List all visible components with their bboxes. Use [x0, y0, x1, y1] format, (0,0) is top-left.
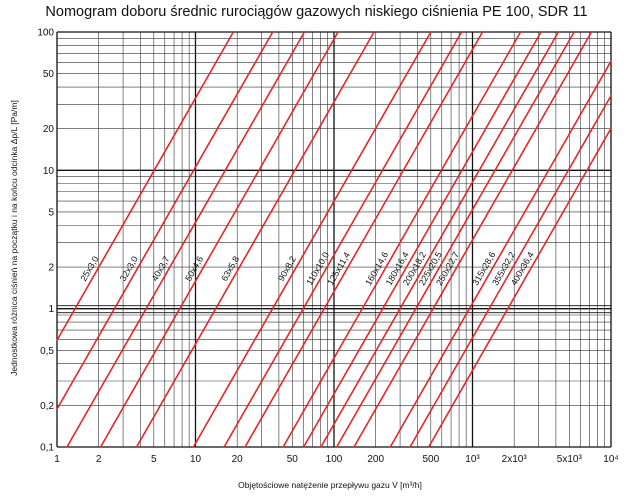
x-axis-ticks: 1 2 5 10 20 50 100 200 500 10³ 2x10³ 5x10³ 10⁴ [54, 454, 618, 465]
x-tick-label: 20 [232, 454, 244, 465]
series-line [320, 31, 560, 448]
x-tick-label: 10³ [465, 454, 480, 465]
series-line [389, 60, 612, 448]
series-line [56, 31, 274, 410]
y-tick-label: 2 [48, 263, 54, 274]
y-tick-label: 0,1 [40, 443, 54, 454]
x-tick-label: 1 [54, 454, 60, 465]
y-tick-label: 5 [48, 207, 54, 218]
series-line [302, 31, 542, 448]
y-axis-ticks: 0,1 0,2 0,5 1 2 5 10 20 50 100 [37, 28, 54, 454]
x-tick-label: 500 [422, 454, 439, 465]
y-tick-label: 20 [43, 124, 55, 135]
x-tick-label: 5 [151, 454, 157, 465]
x-tick-label: 2 [96, 454, 102, 465]
pipe-series-labels: 25x3,0 32x3,0 40x3,7 50x4,6 63x5,8 90x8,2 110x… [78, 250, 535, 287]
series-line [353, 31, 593, 448]
x-tick-label: 50 [287, 454, 299, 465]
y-tick-label: 100 [37, 28, 54, 39]
y-tick-label: 0,5 [40, 346, 54, 357]
x-tick-label: 10 [190, 454, 202, 465]
series-line [409, 94, 612, 448]
y-tick-label: 1 [48, 304, 54, 315]
x-tick-label: 2x10³ [502, 454, 528, 465]
series-line [56, 31, 235, 342]
x-axis-label: Objętościowe natężenie przepływu gazu V̇… [238, 480, 422, 490]
chart-title: Nomogram doboru średnic rurociągów gazow… [45, 4, 588, 20]
series-line [135, 31, 375, 448]
pipe-series-lines [56, 31, 612, 448]
y-tick-label: 10 [43, 166, 55, 177]
x-tick-label: 10⁴ [603, 454, 618, 465]
x-tick-label: 200 [367, 454, 384, 465]
series-line [66, 31, 306, 448]
series-line [335, 31, 575, 448]
series-line [99, 31, 339, 448]
series-line [282, 31, 522, 448]
x-tick-label: 5x10³ [557, 454, 583, 465]
y-tick-label: 50 [43, 69, 55, 80]
series-line [244, 31, 484, 448]
x-tick-label: 100 [326, 454, 343, 465]
y-tick-label: 0,2 [40, 401, 54, 412]
series-line [192, 31, 432, 448]
series-line [427, 127, 612, 448]
y-axis-label: Jednostkowa różnica ciśnień na początku … [9, 100, 19, 376]
series-line [223, 31, 463, 448]
